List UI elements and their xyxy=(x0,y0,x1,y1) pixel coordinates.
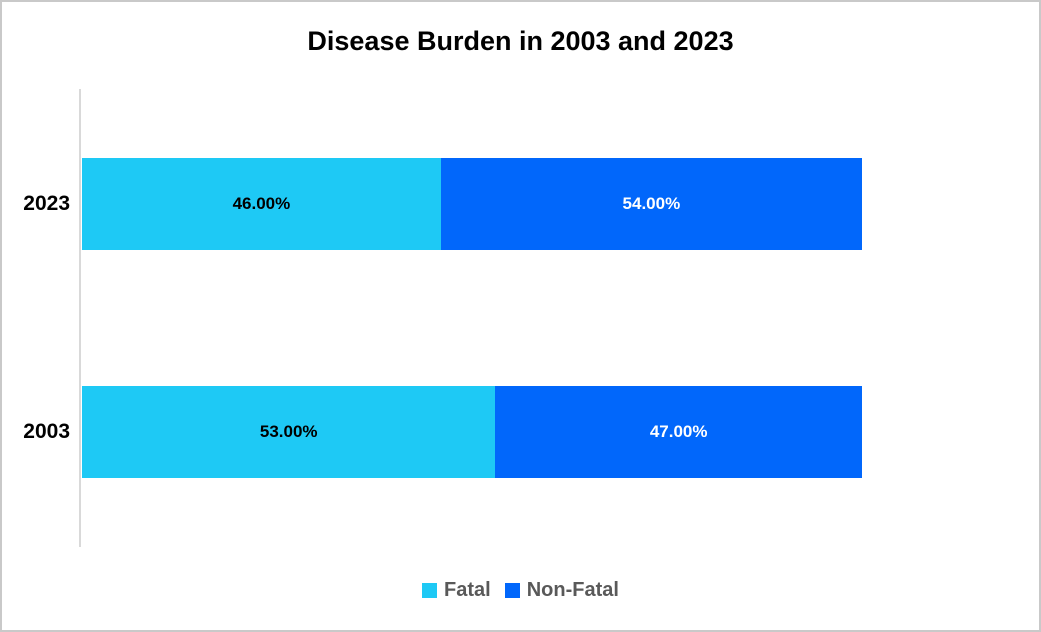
bar-row-2023: 2023 46.00% 54.00% xyxy=(2,158,1039,250)
bar-track-2023: 46.00% 54.00% xyxy=(82,158,862,250)
data-label-fatal-2023: 46.00% xyxy=(232,194,291,213)
bar-segment-nonfatal-2003: 47.00% xyxy=(495,386,862,478)
legend-label-nonfatal: Non-Fatal xyxy=(526,579,619,601)
y-axis-line xyxy=(79,89,81,547)
legend-swatch-nonfatal-icon xyxy=(504,583,520,598)
data-label-nonfatal-2023: 54.00% xyxy=(622,194,681,213)
bar-row-2003: 2003 53.00% 47.00% xyxy=(2,386,1039,478)
legend: Fatal Non-Fatal xyxy=(2,579,1039,602)
bar-track-2003: 53.00% 47.00% xyxy=(82,386,862,478)
legend-label-fatal: Fatal xyxy=(444,579,491,601)
data-label-nonfatal-2003: 47.00% xyxy=(649,422,708,441)
category-label-2023: 2023 xyxy=(23,192,70,215)
legend-item-nonfatal: Non-Fatal xyxy=(504,579,619,602)
bar-segment-nonfatal-2023: 54.00% xyxy=(440,158,862,250)
category-label-2003: 2003 xyxy=(23,420,70,443)
legend-item-fatal: Fatal xyxy=(422,579,491,602)
chart-title: Disease Burden in 2003 and 2023 xyxy=(307,26,734,56)
bar-segment-fatal-2003: 53.00% xyxy=(82,386,496,478)
data-label-fatal-2003: 53.00% xyxy=(259,422,318,441)
legend-swatch-fatal-icon xyxy=(422,583,438,598)
bar-segment-fatal-2023: 46.00% xyxy=(82,158,441,250)
